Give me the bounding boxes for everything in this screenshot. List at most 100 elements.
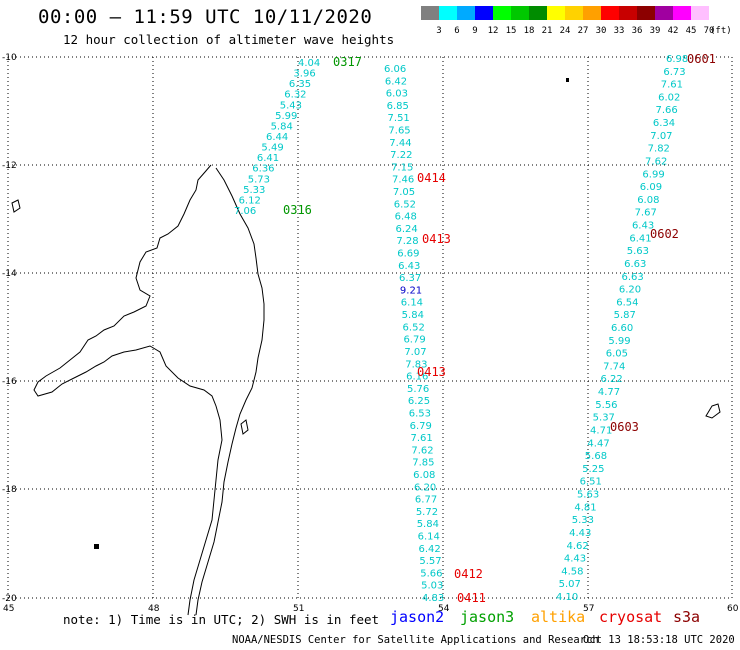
legend-altika: altika [531,608,586,626]
wave-height-value: 5.76 [407,384,429,395]
lat-label: -16 [2,377,17,387]
page-title: 00:00 – 11:59 UTC 10/11/2020 [38,6,373,28]
island-small-1 [705,403,721,419]
scale-label: 39 [649,26,661,36]
wave-height-value: 6.12 [239,195,261,206]
wave-height-value: 5.37 [593,413,615,424]
scale-swatch [565,6,583,20]
island-small-4 [566,78,569,82]
pass-label: 0316 [283,203,312,217]
wave-height-value: 5.84 [271,121,293,132]
wave-height-value: 6.34 [653,118,675,129]
wave-height-value: 6.99 [642,169,664,180]
wave-height-value: 6.14 [401,298,423,309]
wave-height-value: 6.52 [394,199,416,210]
lon-label: 48 [148,604,160,614]
scale-swatch [457,6,475,20]
scale-swatch [637,6,655,20]
wave-height-value: 5.33 [572,515,594,526]
pass-label: 0601 [687,52,716,66]
scale-swatch [691,6,709,20]
wave-height-value: 6.36 [252,164,274,175]
lat-label: -18 [2,485,17,495]
wave-height-value: 4.10 [556,592,578,603]
wave-height-value: 4.77 [598,387,620,398]
wave-height-value: 7.85 [412,458,434,469]
scale-swatch [475,6,493,20]
wave-height-value: 6.98 [666,54,688,65]
wave-height-value: 5.63 [627,246,649,257]
scale-label: 18 [523,26,535,36]
island-mayotte [11,199,21,213]
wave-height-value: 6.52 [403,322,425,333]
lat-label: -12 [2,161,17,171]
wave-height-value: 5.56 [595,400,617,411]
pass-labels: 0317 0316 0414 0413 0413 0412 0411 0601 0602 0603 [283,52,716,605]
scale-label: 15 [505,26,517,36]
coastline [11,78,721,616]
wave-height-value: 7.46 [392,175,414,186]
wave-height-value: 7.62 [645,156,667,167]
pass-label: 0413 [422,232,451,246]
scale-swatch [655,6,673,20]
wave-height-value: 5.84 [417,519,439,530]
scale-swatch [583,6,601,20]
wave-height-value: 7.61 [661,80,683,91]
wave-height-value: 6.44 [266,132,288,143]
wave-height-value: 7.51 [388,113,410,124]
scale-label: 24 [559,26,571,36]
wave-height-value: 4.62 [566,541,588,552]
lat-label: -14 [2,269,17,279]
wave-height-value: 4.47 [587,438,609,449]
wave-height-value: 6.41 [257,153,279,164]
wave-height-value: 6.35 [289,79,311,90]
island-small-3 [94,544,99,549]
wave-height-value: 6.20 [414,482,436,493]
pass-label: 0411 [457,591,486,605]
wave-height-value: 6.60 [611,323,633,334]
wave-height-value: 6.51 [580,477,602,488]
wave-height-value: 6.06 [384,64,406,75]
wave-height-value: 6.69 [397,249,419,260]
wave-height-value: 6.85 [387,101,409,112]
wave-height-value: 6.09 [640,182,662,193]
wave-height-value: 6.42 [418,544,440,555]
lon-label: 57 [583,604,594,614]
wave-height-value: 4.43 [564,554,586,565]
scale-swatch [511,6,529,20]
wave-height-value: 6.63 [621,272,643,283]
wave-height-value: 6.03 [386,89,408,100]
wave-height-value: 4.71 [590,425,612,436]
scale-label: 70 [703,26,715,36]
legend-cryosat: cryosat [599,608,663,626]
wave-height-value: 6.77 [415,495,437,506]
pass-label: 0317 [333,55,362,69]
wave-height-value: 6.79 [403,335,425,346]
wave-height-value: 4.43 [569,528,591,539]
wave-height-value: 5.66 [420,568,442,579]
scale-swatch [439,6,457,20]
wave-height-value: 6.25 [408,396,430,407]
wave-height-value: 7.15 [391,162,413,173]
wave-height-value: 4.83 [422,593,444,604]
wave-height-value: 7.05 [393,187,415,198]
pass-label: 0412 [454,567,483,581]
wave-height-value: 5.87 [614,310,636,321]
wave-height-value: 3.96 [293,69,315,80]
wave-height-value: 5.43 [280,100,302,111]
wave-height-value: 6.22 [601,374,623,385]
wave-height-value: 5.03 [421,581,443,592]
footer-note: note: 1) Time is in UTC; 2) SWH is in fe… [63,612,380,627]
wave-height-value: 6.42 [385,76,407,87]
wave-height-value: 5.57 [419,556,441,567]
altimeter-tracks: 4.043.966.356.325.435.995.846.445.496.41… [234,54,688,604]
pass-label: 0602 [650,227,679,241]
scale-label: 27 [577,26,589,36]
wave-height-value: 5.07 [559,579,581,590]
wave-height-value: 6.02 [658,92,680,103]
wave-height-value: 6.63 [624,259,646,270]
wave-height-value: 5.33 [243,185,265,196]
lon-label: 51 [293,604,304,614]
wave-height-value: 7.06 [234,206,256,217]
